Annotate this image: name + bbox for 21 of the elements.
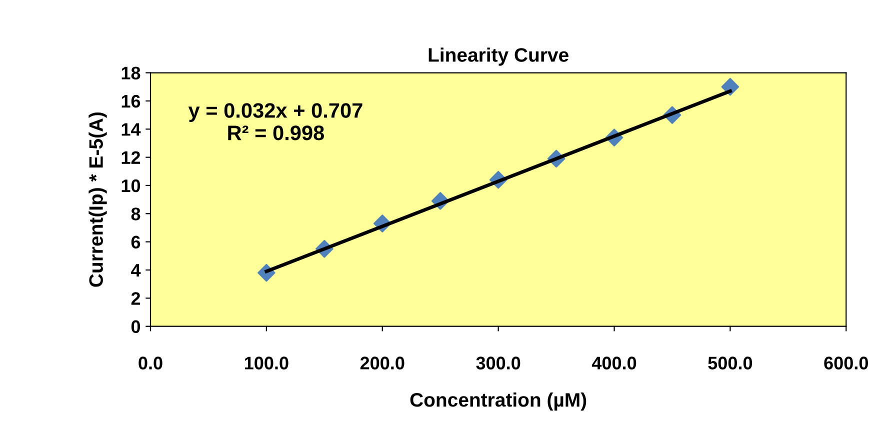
y-tick-label: 0 [131, 320, 140, 334]
x-tick-label: 500.0 [708, 356, 752, 370]
x-tick-label: 600.0 [824, 356, 868, 370]
y-tick-label: 8 [131, 208, 140, 220]
y-tick-label: 4 [131, 264, 141, 277]
x-tick-label: 0.0 [138, 356, 162, 370]
x-axis-title: Concentration (µM) [410, 392, 586, 411]
chart-title: Linearity Curve [428, 48, 568, 66]
y-tick-label: 18 [122, 66, 140, 80]
y-tick-label: 2 [131, 292, 140, 305]
y-tick-label: 10 [122, 179, 140, 192]
x-tick-label: 200.0 [360, 356, 404, 370]
y-tick-label: 14 [122, 123, 141, 136]
y-axis-title: Current(Ip) * E-5(A) [88, 112, 107, 287]
x-tick-label: 400.0 [592, 356, 636, 370]
x-tick-label: 100.0 [244, 356, 288, 370]
y-tick-label: 6 [131, 236, 140, 249]
annotation: y = 0.032x + 0.707 R² = 0.998 [188, 103, 362, 140]
y-tick-label: 16 [122, 94, 140, 108]
y-tick-label: 12 [122, 151, 140, 164]
x-tick-label: 300.0 [476, 356, 520, 370]
